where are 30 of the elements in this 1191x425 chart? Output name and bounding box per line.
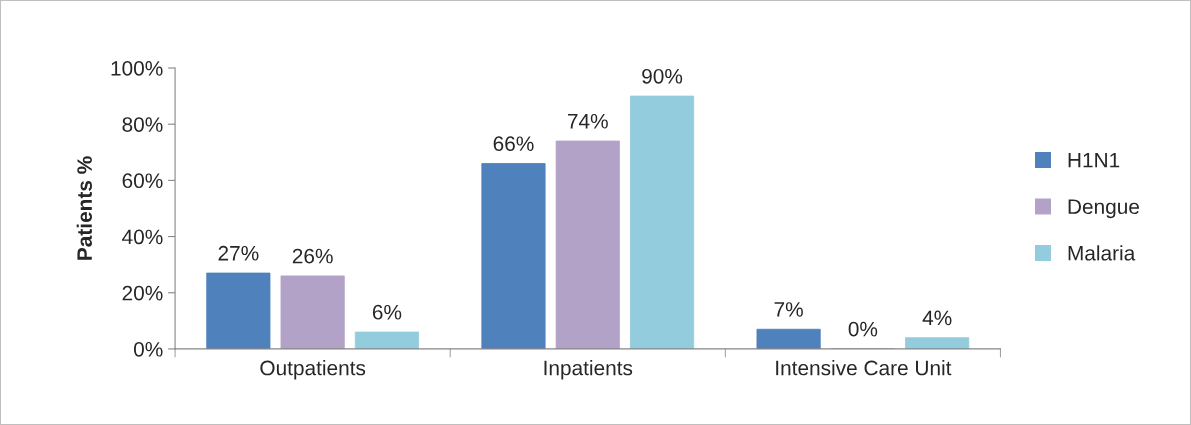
y-tick-label: 40%	[122, 229, 163, 245]
x-tick-label: Outpatients	[260, 360, 366, 380]
data-label: 0%	[848, 321, 878, 337]
x-tick-label: Inpatients	[544, 360, 633, 380]
bar	[354, 331, 419, 349]
y-tick-label: 20%	[122, 285, 163, 301]
legend-label: Malaria	[1068, 245, 1136, 261]
data-label: 7%	[774, 302, 803, 317]
y-tick-label: 100%	[111, 61, 163, 76]
y-tick-label: 60%	[122, 173, 163, 189]
x-tick-label: Intensive Care Unit	[776, 360, 952, 376]
legend-label: Dengue	[1068, 199, 1139, 219]
bar	[481, 163, 546, 349]
bar	[206, 272, 271, 349]
bar	[555, 140, 620, 349]
y-tick-label: 80%	[122, 117, 163, 132]
bar	[756, 328, 821, 349]
bar	[629, 95, 695, 349]
bar	[280, 275, 345, 349]
data-label: 90%	[642, 68, 683, 84]
data-label: 6%	[372, 304, 402, 320]
data-label: 74%	[567, 113, 608, 129]
y-axis-title: Patients %	[76, 156, 92, 260]
data-label: 26%	[292, 248, 333, 264]
bar	[905, 337, 970, 349]
data-label: 4%	[922, 310, 952, 326]
legend-label: H1N1	[1068, 153, 1120, 168]
y-tick-label: 0%	[133, 341, 163, 357]
data-label: 27%	[218, 245, 259, 261]
data-label: 66%	[493, 136, 534, 152]
